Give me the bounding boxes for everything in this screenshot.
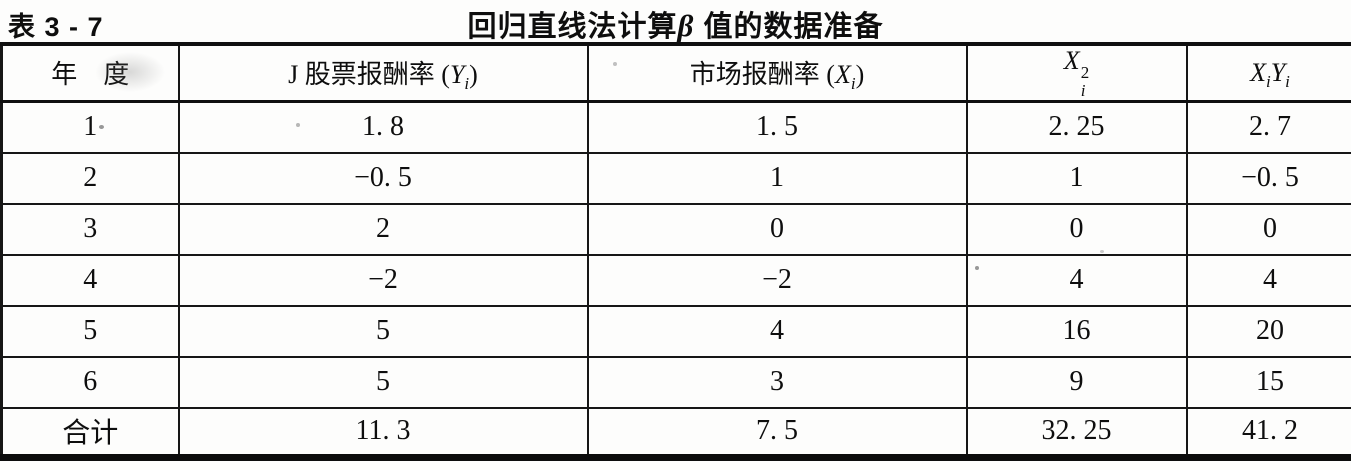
caption-row: 表 3 - 7 回归直线法计算β 值的数据准备 (0, 2, 1351, 43)
table-row: 5 5 4 16 20 (0, 304, 1351, 358)
table-title-text: 值的数据准备 (694, 11, 884, 43)
table-cell: 5 (0, 304, 180, 358)
table-total-row: 合计 11. 3 7. 5 32. 25 41. 2 (0, 406, 1351, 461)
table-cell: 32. 25 (965, 406, 1188, 461)
table-row: 6 5 3 9 15 (0, 355, 1351, 409)
table-cell: −0. 5 (177, 151, 589, 205)
table-cell: 1 (0, 100, 180, 154)
table-cell: 41. 2 (1185, 406, 1351, 461)
table-cell: 9 (965, 355, 1188, 409)
table-cell: 16 (965, 304, 1188, 358)
table-cell: 6 (0, 355, 180, 409)
header-xi-yi: XiYi (1185, 41, 1351, 103)
table-row: 3 2 0 0 0 (0, 202, 1351, 256)
beta-symbol: β (677, 8, 695, 43)
table-cell: −0. 5 (1185, 151, 1351, 205)
header-stock-return: J 股票报酬率 (Yi) (177, 41, 589, 103)
table-cell: −2 (586, 253, 968, 307)
table-cell: 4 (965, 253, 1188, 307)
scan-speck (975, 266, 979, 270)
table-cell: 4 (1185, 253, 1351, 307)
header-year: 年 度 (0, 41, 180, 103)
table-cell: 3 (586, 355, 968, 409)
scan-speck (1100, 250, 1104, 253)
table-cell: 2 (177, 202, 589, 256)
table-cell: 4 (0, 253, 180, 307)
scan-speck (99, 125, 104, 129)
table-cell: 5 (177, 355, 589, 409)
header-market-return: 市场报酬率 (Xi) (586, 41, 968, 103)
table-title-text: 回归直线法计算 (467, 11, 678, 43)
table-number-label: 表 3 - 7 (8, 12, 104, 42)
table-cell: 2. 25 (965, 100, 1188, 154)
table-row: 4 −2 −2 4 4 (0, 253, 1351, 307)
table-cell: 11. 3 (177, 406, 589, 461)
table-row: 1 1. 8 1. 5 2. 25 2. 7 (0, 100, 1351, 154)
table-cell: 1. 8 (177, 100, 589, 154)
table-cell: −2 (177, 253, 589, 307)
table-cell: 合计 (0, 406, 180, 461)
table-cell: 5 (177, 304, 589, 358)
table-cell: 0 (965, 202, 1188, 256)
scan-speck (613, 62, 617, 66)
table-cell: 1. 5 (586, 100, 968, 154)
table-cell: 20 (1185, 304, 1351, 358)
table-cell: 0 (1185, 202, 1351, 256)
table-cell: 1 (586, 151, 968, 205)
table-cell: 1 (965, 151, 1188, 205)
table-cell: 4 (586, 304, 968, 358)
scan-smudge (95, 52, 165, 92)
table-row: 2 −0. 5 1 1 −0. 5 (0, 151, 1351, 205)
table-cell: 2 (0, 151, 180, 205)
table-cell: 2. 7 (1185, 100, 1351, 154)
scan-speck (296, 123, 300, 127)
table-cell: 7. 5 (586, 406, 968, 461)
table-cell: 0 (586, 202, 968, 256)
table-title: 回归直线法计算β 值的数据准备 (0, 3, 1351, 45)
table-cell: 15 (1185, 355, 1351, 409)
table-cell: 3 (0, 202, 180, 256)
